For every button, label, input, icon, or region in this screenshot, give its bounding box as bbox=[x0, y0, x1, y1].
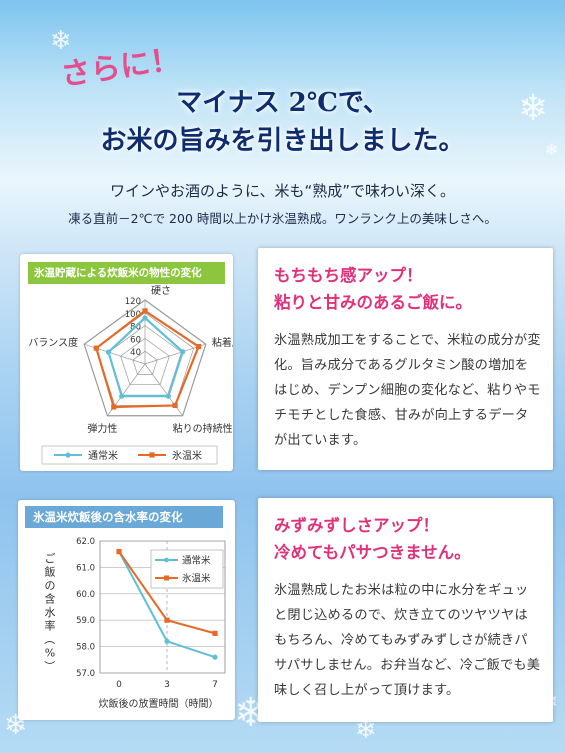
radar-point bbox=[119, 393, 125, 399]
radar-legend-box bbox=[41, 445, 218, 465]
legend-label-hyoon: 氷温米 bbox=[172, 449, 202, 462]
x-tick-label: 3 bbox=[164, 680, 170, 690]
line-point bbox=[164, 638, 170, 644]
line-chart: 62.0 61.0 60.0 59.0 58.0 57.0 0 3 7 炊飯後の放置時間（時間） ご… bbox=[43, 537, 226, 710]
line-point bbox=[116, 548, 122, 555]
y-axis-label-char: 飯 bbox=[45, 565, 56, 579]
legend-label-hyoon: 氷温米 bbox=[182, 573, 211, 585]
radar-chart-panel: 氷温貯蔵による炊飯米の物性の変化 120100806040硬さ粘着度粘りの持続性… bbox=[20, 254, 233, 471]
y-axis-label-char: % bbox=[45, 647, 55, 660]
line-chart-panel: 氷温米炊飯後の含水率の変化 62.0 61.0 60.0 59.0 58.0 57.0 0 3… bbox=[18, 500, 235, 720]
legend-marker-normal bbox=[65, 452, 71, 458]
y-axis-label-char: （ bbox=[43, 634, 56, 645]
subheadline: ワインやお酒のように、米も“熟成”で味わい深く。 bbox=[109, 182, 456, 200]
radar-point bbox=[111, 404, 117, 410]
radar-tick-label: 40 bbox=[130, 348, 141, 358]
radar-point bbox=[180, 349, 186, 355]
y-axis-label-char: ） bbox=[43, 661, 56, 672]
y-tick-label: 61.0 bbox=[76, 563, 95, 573]
legend-marker-hyoon bbox=[149, 452, 155, 458]
y-axis-label-char: 率 bbox=[45, 619, 56, 633]
y-axis-label-char: 水 bbox=[45, 606, 56, 619]
section1-title-line-1: もちもち感アップ！ bbox=[274, 266, 423, 285]
radar-axis-label: 粘りの持続性 bbox=[173, 422, 233, 435]
radar-tick-label: 100 bbox=[125, 310, 141, 320]
radar-point bbox=[142, 315, 148, 321]
section2-title-line-1: みずみずしさアップ！ bbox=[274, 516, 439, 535]
radar-point bbox=[142, 308, 148, 314]
section1-text-panel: もちもち感アップ！ 粘りと甘みのあるご飯に。 氷温熟成加工をすることで、米粒の成… bbox=[258, 248, 553, 470]
legend-marker-normal bbox=[164, 557, 169, 563]
y-tick-label: 58.0 bbox=[76, 643, 95, 653]
radar-series-line bbox=[95, 309, 200, 409]
line-legend-box bbox=[150, 549, 224, 589]
radar-point bbox=[172, 402, 178, 409]
radar-axis-label: 弾力性 bbox=[87, 422, 117, 435]
snowflake-icon: ❄ bbox=[50, 26, 72, 56]
section2-text-panel: みずみずしさアップ！ 冷めてもパサつきません。 氷温熟成したお米は粒の中に水分を… bbox=[258, 498, 553, 722]
radar-axis-label: 硬さ bbox=[151, 285, 171, 297]
y-tick-label: 57.0 bbox=[76, 669, 95, 679]
headline-line-1: マイナス 2℃で、 bbox=[176, 88, 389, 118]
x-tick-label: 7 bbox=[212, 680, 218, 690]
snowflake-icon: ❄ bbox=[545, 140, 559, 159]
line-chart-title: 氷温米炊飯後の含水率の変化 bbox=[25, 506, 223, 528]
y-axis-label-char: の bbox=[45, 579, 56, 592]
headline-line-2: お米の旨みを引き出しました。 bbox=[100, 126, 465, 156]
y-axis-label-char: ご bbox=[45, 551, 56, 565]
line-point bbox=[212, 654, 218, 660]
radar-grid-ring bbox=[83, 299, 207, 417]
y-tick-label: 60.0 bbox=[76, 590, 95, 600]
radar-grid-ring bbox=[120, 337, 170, 386]
radar-point bbox=[105, 349, 112, 355]
radar-axis-label: 粘着度 bbox=[212, 336, 233, 349]
radar-chart: 120100806040硬さ粘着度粘りの持続性弾力性バランス度通常米氷温米 bbox=[28, 285, 233, 465]
snowflake-icon: ❄ bbox=[518, 88, 549, 129]
subheadline-detail: 凍る直前－2℃で 200 時間以上かけ氷温熟成。ワンランク上の美味しさへ。 bbox=[68, 211, 497, 226]
radar-grid-ring bbox=[132, 350, 158, 375]
radar-chart-title: 氷温貯蔵による炊飯米の物性の変化 bbox=[28, 262, 225, 284]
radar-point bbox=[93, 345, 99, 351]
legend-label-normal: 通常米 bbox=[88, 449, 118, 462]
line-point bbox=[164, 617, 170, 623]
snowflake-icon: ❄ bbox=[355, 715, 377, 745]
radar-point bbox=[195, 343, 202, 350]
section1-title-line-2: 粘りと甘みのあるご飯に。 bbox=[274, 293, 472, 312]
x-tick-label: 0 bbox=[116, 680, 122, 690]
section2-body: 氷温熟成したお米は粒の中に水分をギュッと閉じ込めるので、炊き立てのツヤツヤはもち… bbox=[274, 583, 541, 698]
section1-body: 氷温熟成加工をすることで、米粒の成分が変化。旨み成分であるグルタミン酸の増加をは… bbox=[274, 333, 541, 448]
legend-marker-hyoon bbox=[164, 575, 169, 581]
y-tick-label: 59.0 bbox=[76, 616, 95, 626]
y-axis-label-char: 含 bbox=[45, 592, 56, 606]
radar-series-line bbox=[107, 316, 185, 398]
legend-label-normal: 通常米 bbox=[182, 555, 211, 567]
radar-spoke bbox=[144, 343, 206, 365]
radar-point bbox=[165, 393, 171, 399]
x-axis-label: 炊飯後の放置時間（時間） bbox=[99, 697, 219, 710]
radar-tick-label: 120 bbox=[125, 297, 141, 307]
y-tick-label: 62.0 bbox=[76, 537, 95, 547]
line-point bbox=[212, 630, 218, 636]
radar-tick-label: 60 bbox=[130, 335, 141, 345]
section2-title-line-2: 冷めてもパサつきません。 bbox=[274, 543, 471, 562]
radar-axis-label: バランス度 bbox=[28, 336, 78, 349]
